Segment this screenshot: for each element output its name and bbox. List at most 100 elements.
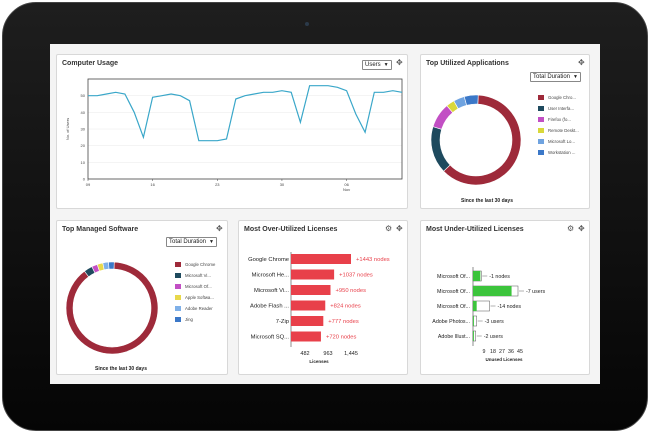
legend-item[interactable]: Microsoft Vi... <box>175 270 215 281</box>
legend-item[interactable]: Workstation ... <box>538 147 579 158</box>
x-tick-label: 30 <box>280 182 285 187</box>
legend-item[interactable]: Adobe Reader <box>175 303 215 314</box>
top-managed-software-panel: Top Managed Software ✥ Total Duration ▼ G… <box>56 220 228 375</box>
legend-item[interactable]: User Interfa... <box>538 103 579 114</box>
donut-slice <box>108 261 115 270</box>
bar-value-label: -14 nodes <box>498 304 522 310</box>
x-axis-label: Unused Licenses <box>485 357 523 362</box>
x-tick-label: 482 <box>300 351 309 357</box>
legend-swatch <box>175 317 181 322</box>
legend-swatch <box>175 306 181 311</box>
legend-label: User Interfa... <box>548 106 575 111</box>
bar-value-label: +1037 nodes <box>339 273 373 279</box>
move-icon[interactable]: ✥ <box>578 224 585 233</box>
x-tick-label: 1,445 <box>344 351 358 357</box>
move-icon[interactable]: ✥ <box>578 58 585 67</box>
x-month-label: Nov <box>343 187 350 192</box>
applications-donut-chart <box>430 94 521 186</box>
legend-label: Remote Deskt... <box>548 128 579 133</box>
y-axis-label: No. of Users <box>65 118 70 140</box>
bar-category-label: Google Chrome <box>248 257 289 263</box>
panel-title: Top Managed Software <box>62 226 139 233</box>
bar-value-label: +1443 nodes <box>356 257 390 263</box>
legend-item[interactable]: Firefox (fo... <box>538 114 579 125</box>
used-bar <box>473 331 474 341</box>
bar-category-label: Adobe Illust... <box>438 334 470 340</box>
camera-icon <box>305 22 309 26</box>
usage-metric-select[interactable]: Users ▼ <box>362 60 392 70</box>
x-tick-label: 16 <box>150 182 155 187</box>
legend-item[interactable]: Jing <box>175 314 215 325</box>
legend-item[interactable]: Google Chro... <box>538 92 579 103</box>
y-tick-label: 10 <box>81 160 86 165</box>
settings-icon[interactable]: ⚙ <box>567 224 575 233</box>
panel-title: Top Utilized Applications <box>426 60 509 67</box>
move-icon[interactable]: ✥ <box>396 224 403 233</box>
bar-value-label: +824 nodes <box>330 304 361 310</box>
bar <box>291 331 321 342</box>
legend-label: Firefox (fo... <box>548 117 571 122</box>
plot-border <box>87 78 403 180</box>
apps-duration-select[interactable]: Total Duration ▼ <box>530 72 581 82</box>
y-tick-label: 0 <box>83 177 86 182</box>
used-bar <box>473 301 477 311</box>
move-icon[interactable]: ✥ <box>396 58 403 67</box>
legend-label: Google Chrome <box>185 262 216 267</box>
x-tick-label: 36 <box>508 349 514 355</box>
bar <box>291 316 324 326</box>
x-tick-label: 18 <box>490 349 496 355</box>
legend-swatch <box>175 273 181 278</box>
chevron-down-icon: ▼ <box>383 62 389 68</box>
bar-category-label: Microsoft Of... <box>437 304 470 310</box>
bar <box>291 300 326 311</box>
legend-item[interactable]: Microsoft Lo... <box>538 136 579 147</box>
move-icon[interactable]: ✥ <box>216 224 223 233</box>
donut-slice <box>463 94 479 106</box>
software-duration-select[interactable]: Total Duration ▼ <box>166 237 217 247</box>
legend-item[interactable]: Google Chrome <box>175 259 215 270</box>
y-tick-label: 50 <box>81 93 86 98</box>
bar-value-label: -1 nodes <box>489 274 510 280</box>
legend-label: Apple Softwa... <box>185 295 214 300</box>
legend-swatch <box>538 95 544 100</box>
legend-swatch <box>538 117 544 122</box>
legend-label: Microsoft Of... <box>185 284 212 289</box>
used-bar <box>473 286 512 296</box>
legend-swatch <box>538 139 544 144</box>
bar <box>291 285 331 295</box>
panel-title: Computer Usage <box>62 60 119 67</box>
over-utilized-bar-chart: Google Chrome +1443 nodes Microsoft He... +… <box>248 252 390 364</box>
bar-value-label: -2 users <box>484 334 503 340</box>
x-tick-label: 45 <box>517 349 523 355</box>
legend-item[interactable]: Apple Softwa... <box>175 292 215 303</box>
apps-footnote: Since the last 30 days <box>461 198 513 204</box>
bar-value-label: -7 users <box>526 289 545 295</box>
dashboard-screen: Computer Usage Users ▼ ✥ 0 10 20 30 40 50 No. o… <box>50 44 600 384</box>
legend-swatch <box>175 295 181 300</box>
y-tick-label: 30 <box>81 127 86 132</box>
bar-category-label: Microsoft SQ... <box>251 335 290 341</box>
legend-item[interactable]: Remote Deskt... <box>538 125 579 136</box>
x-tick-label: 09 <box>86 182 91 187</box>
chevron-down-icon: ▼ <box>209 239 214 245</box>
legend-label: Microsoft Lo... <box>548 139 575 144</box>
top-utilized-applications-panel: Top Utilized Applications ✥ Total Durati… <box>420 54 590 209</box>
x-tick-label: 23 <box>215 182 220 187</box>
select-value: Total Duration <box>533 74 571 80</box>
bar-category-label: Microsoft Of... <box>437 289 470 295</box>
x-axis-label: Licenses <box>309 359 329 364</box>
donut-slice <box>102 261 110 271</box>
legend-label: Jing <box>185 317 193 322</box>
bar-category-label: 7-Zip <box>276 319 289 325</box>
over-utilized-licenses-panel: Most Over-Utilized Licenses ⚙ ✥ Google C… <box>238 220 408 375</box>
legend-swatch <box>175 284 181 289</box>
panel-title: Most Over-Utilized Licenses <box>244 226 338 233</box>
legend-swatch <box>538 150 544 155</box>
select-value: Total Duration <box>169 239 207 245</box>
y-tick-label: 40 <box>81 110 86 115</box>
settings-icon[interactable]: ⚙ <box>385 224 393 233</box>
computer-usage-panel: Computer Usage Users ▼ ✥ 0 10 20 30 40 50 No. o… <box>56 54 408 209</box>
legend-item[interactable]: Microsoft Of... <box>175 281 215 292</box>
select-value: Users <box>365 62 381 68</box>
